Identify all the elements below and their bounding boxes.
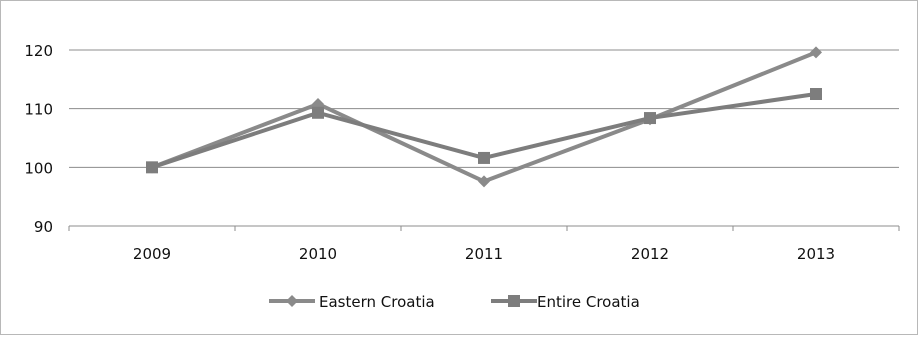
y-tick-label: 100 <box>24 159 53 177</box>
x-axis-ticks: 2009 2010 2011 2012 2013 <box>68 226 900 263</box>
legend: Eastern Croatia Entire Croatia <box>269 293 640 311</box>
y-tick-label: 90 <box>34 218 53 236</box>
y-tick-label: 120 <box>24 42 53 60</box>
series-layer <box>146 46 822 188</box>
y-tick-label: 110 <box>24 101 53 119</box>
square-point <box>478 151 490 164</box>
square-point <box>644 112 656 125</box>
square-point <box>146 161 158 174</box>
diamond-point <box>478 175 490 188</box>
x-tick-label: 2011 <box>465 245 503 263</box>
x-tick-label: 2009 <box>133 245 171 263</box>
square-point <box>810 88 822 100</box>
legend-label: Entire Croatia <box>537 293 640 311</box>
gridlines <box>69 49 899 168</box>
diamond-point <box>810 46 822 59</box>
legend-square-icon <box>508 295 520 307</box>
square-point <box>312 106 324 119</box>
x-tick-label: 2010 <box>299 245 337 263</box>
legend-item: Eastern Croatia <box>269 293 435 311</box>
legend-diamond-icon <box>286 295 298 307</box>
x-tick-label: 2012 <box>631 245 669 263</box>
series-eastern-croatia <box>146 46 822 188</box>
series-entire-croatia <box>146 88 822 174</box>
legend-item: Entire Croatia <box>491 293 640 311</box>
y-axis-ticks: 90 100 110 120 <box>24 42 53 236</box>
x-tick-label: 2013 <box>797 245 835 263</box>
legend-label: Eastern Croatia <box>319 293 435 311</box>
